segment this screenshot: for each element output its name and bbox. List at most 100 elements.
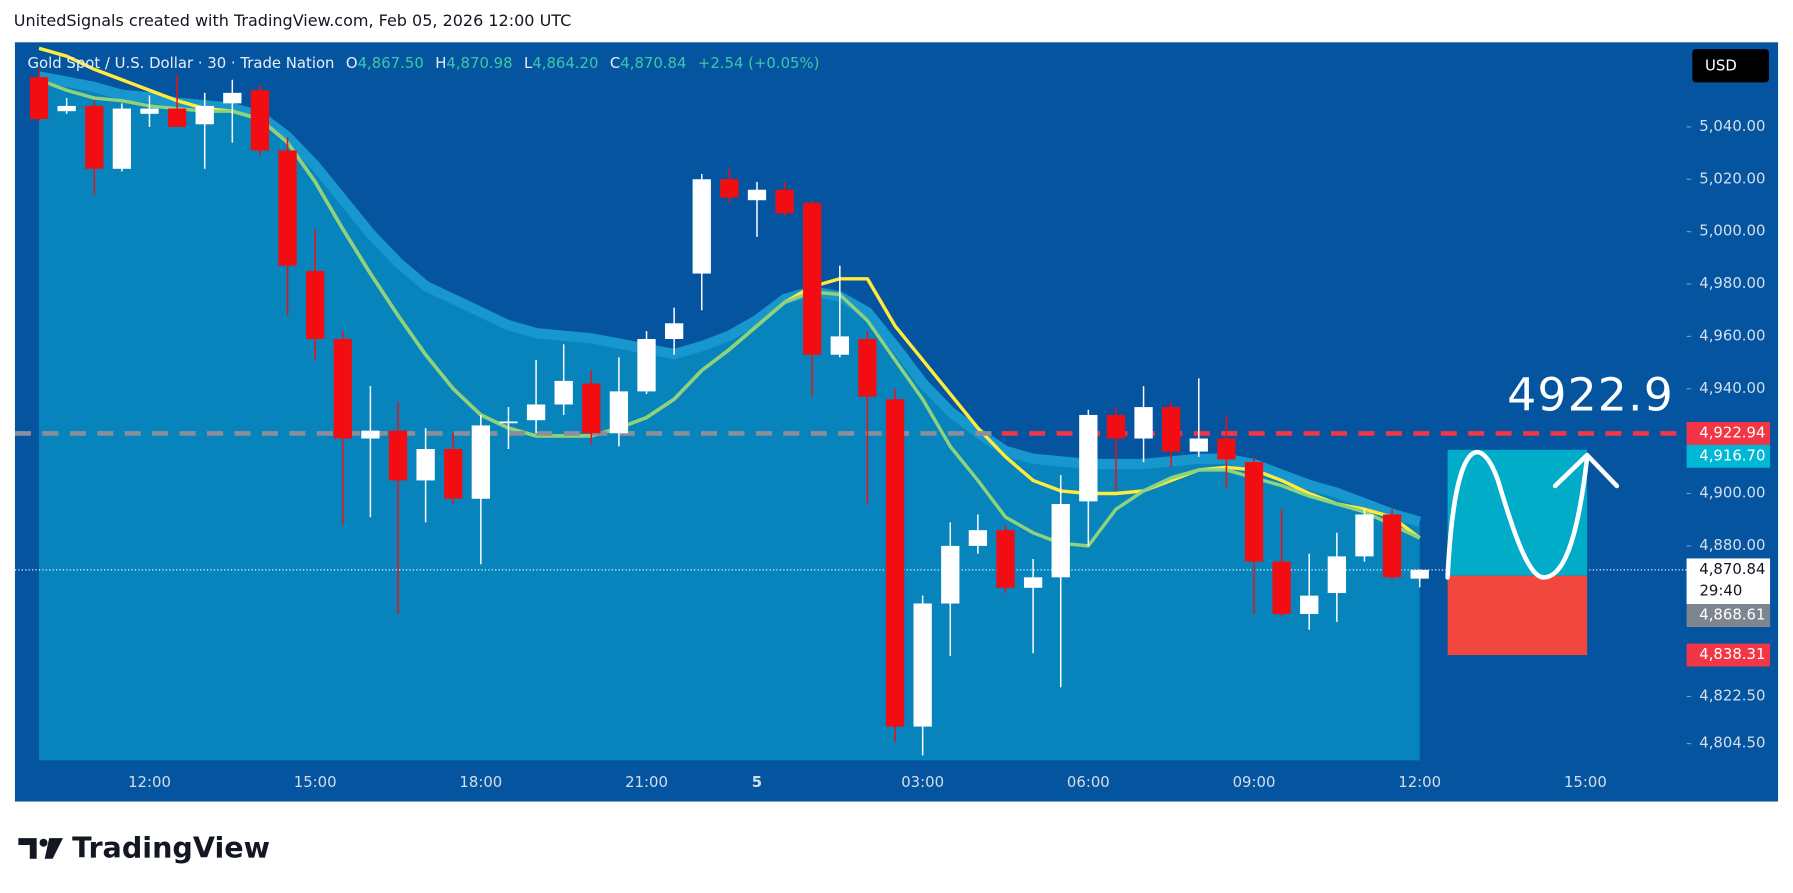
forecast-curve (1445, 450, 1590, 580)
candle-body (941, 545, 960, 604)
plot-area (14, 46, 1687, 761)
target-zone (1447, 449, 1588, 576)
candle-body (526, 404, 546, 421)
candle-body (1410, 569, 1429, 579)
price-tag-label: 4,870.84 (1699, 560, 1765, 578)
candle-body (361, 430, 380, 439)
candle-body (223, 92, 242, 104)
candle-body (167, 108, 187, 127)
tradingview-logo (18, 838, 63, 859)
candle-body (1023, 577, 1043, 588)
forecast-arrowhead (1552, 452, 1620, 489)
candle-body (1217, 438, 1236, 460)
candle-body (195, 105, 214, 125)
candle-body (85, 105, 104, 169)
candle-body (278, 150, 297, 266)
price-tag (1686, 444, 1771, 468)
candle-body (1134, 407, 1153, 439)
x-tick-label: 15:00 (294, 773, 337, 791)
candle-body (416, 448, 435, 481)
header-text: UnitedSignals created with TradingView.c… (14, 11, 572, 30)
currency-button[interactable] (1692, 49, 1769, 83)
stop-zone (1447, 575, 1588, 656)
legend-key: H (435, 54, 446, 72)
price-tag (1686, 422, 1771, 445)
x-tick-label: 09:00 (1233, 773, 1276, 791)
legend-value: 4,867.50 (358, 54, 424, 72)
legend-value: 4,864.20 (532, 54, 598, 72)
candle-body (1300, 595, 1319, 614)
price-tag (1686, 643, 1771, 667)
y-tick-label: 4,900.00 (1699, 484, 1765, 502)
x-tick-label: 06:00 (1067, 773, 1110, 791)
candle-body (1051, 503, 1070, 578)
price-annotation: 4922.9 (1507, 368, 1674, 421)
price-countdown: 29:40 (1699, 582, 1742, 600)
x-tick-label: 18:00 (459, 773, 502, 791)
candle-body (637, 339, 656, 392)
y-tick-label: 5,000.00 (1699, 222, 1765, 240)
y-tick-label: 4,980.00 (1699, 274, 1765, 292)
candle-body (554, 380, 573, 405)
y-tick-label: 5,040.00 (1699, 117, 1765, 135)
candle-body (250, 90, 270, 151)
candle-body (885, 399, 905, 727)
price-tag-label: 4,838.31 (1699, 645, 1765, 663)
candle-body (609, 391, 629, 434)
band-ribbon (38, 71, 1422, 527)
candle-body (720, 179, 739, 198)
candle-body (775, 189, 794, 214)
candle-body (1355, 514, 1374, 557)
moving-average (38, 78, 1421, 548)
candle-body (1327, 556, 1347, 594)
x-tick-label: 21:00 (625, 773, 668, 791)
candle-body (747, 189, 767, 201)
x-tick-label: 12:00 (128, 773, 171, 791)
candle-body (471, 425, 490, 499)
candle-body (692, 179, 711, 274)
candle-body (140, 108, 159, 114)
y-tick-label: 4,960.00 (1699, 326, 1765, 344)
logo-part (18, 838, 37, 859)
candle-body (444, 448, 463, 499)
candle-body (1272, 561, 1291, 614)
candle-body (1189, 438, 1208, 452)
legend-key: C (610, 54, 620, 72)
legend-value: 4,870.84 (620, 54, 686, 72)
legend-key: O (346, 54, 358, 72)
candle-body (664, 323, 684, 340)
price-tag (1686, 604, 1771, 628)
x-tick-label: 5 (752, 773, 762, 791)
legend-change: +2.54 (+0.05%) (698, 54, 820, 72)
price-tag-label: 4,868.61 (1699, 606, 1765, 624)
candle-body (306, 270, 325, 340)
x-tick-label: 15:00 (1564, 773, 1607, 791)
candle-body (913, 603, 932, 727)
price-tag-label: 4,922.94 (1699, 423, 1765, 441)
candle-body (112, 108, 132, 169)
candle-body (499, 421, 518, 424)
logo-part (39, 838, 48, 847)
candle-body (582, 383, 601, 434)
price-tag-label: 4,916.70 (1699, 446, 1765, 464)
candle-body (1382, 514, 1402, 578)
x-tick-label: 03:00 (901, 773, 944, 791)
candle-body (57, 105, 76, 112)
candle-body (803, 202, 822, 355)
candle-body (830, 336, 849, 355)
y-tick-label: 4,804.50 (1699, 734, 1765, 752)
candle-body (968, 530, 988, 546)
legend-value: 4,870.98 (446, 54, 512, 72)
candle-body (1079, 414, 1098, 502)
y-tick-label: 4,822.50 (1699, 686, 1765, 704)
footer-brand: TradingView (72, 831, 270, 865)
currency-label: USD (1705, 56, 1737, 74)
y-tick-label: 4,940.00 (1699, 379, 1765, 397)
legend-title: Gold Spot / U.S. Dollar · 30 · Trade Nat… (28, 54, 335, 72)
y-tick-label: 4,880.00 (1699, 536, 1765, 554)
candle-body (858, 339, 877, 397)
candle-body (1244, 462, 1264, 562)
x-tick-label: 12:00 (1398, 773, 1441, 791)
